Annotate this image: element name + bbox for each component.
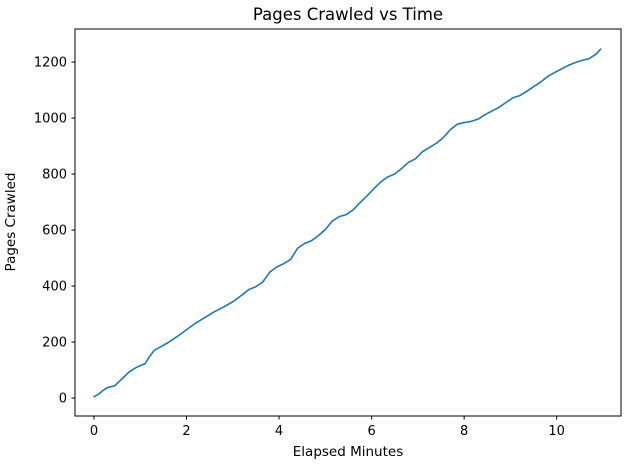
y-tick-label: 0 <box>59 392 67 407</box>
x-axis-ticks: 0 2 4 6 8 10 <box>90 416 565 439</box>
y-axis-ticks: 0 200 400 600 800 1000 1200 <box>34 56 75 407</box>
y-tick-label: 800 <box>42 168 67 183</box>
x-tick-label: 10 <box>548 424 565 439</box>
x-tick-label: 2 <box>182 424 190 439</box>
x-tick-label: 0 <box>90 424 98 439</box>
x-tick-label: 8 <box>460 424 468 439</box>
y-tick-label: 400 <box>42 280 67 295</box>
y-tick-label: 1200 <box>34 56 67 71</box>
x-tick-label: 6 <box>367 424 375 439</box>
x-axis-label: Elapsed Minutes <box>293 444 403 460</box>
plot-border <box>74 28 622 417</box>
y-axis-label: Pages Crawled <box>3 173 19 272</box>
y-tick-label: 600 <box>42 224 67 239</box>
chart-title: Pages Crawled vs Time <box>253 5 443 24</box>
x-tick-label: 4 <box>275 424 283 439</box>
y-tick-label: 1000 <box>34 112 67 127</box>
series-line <box>93 48 602 398</box>
y-tick-label: 200 <box>42 336 67 351</box>
